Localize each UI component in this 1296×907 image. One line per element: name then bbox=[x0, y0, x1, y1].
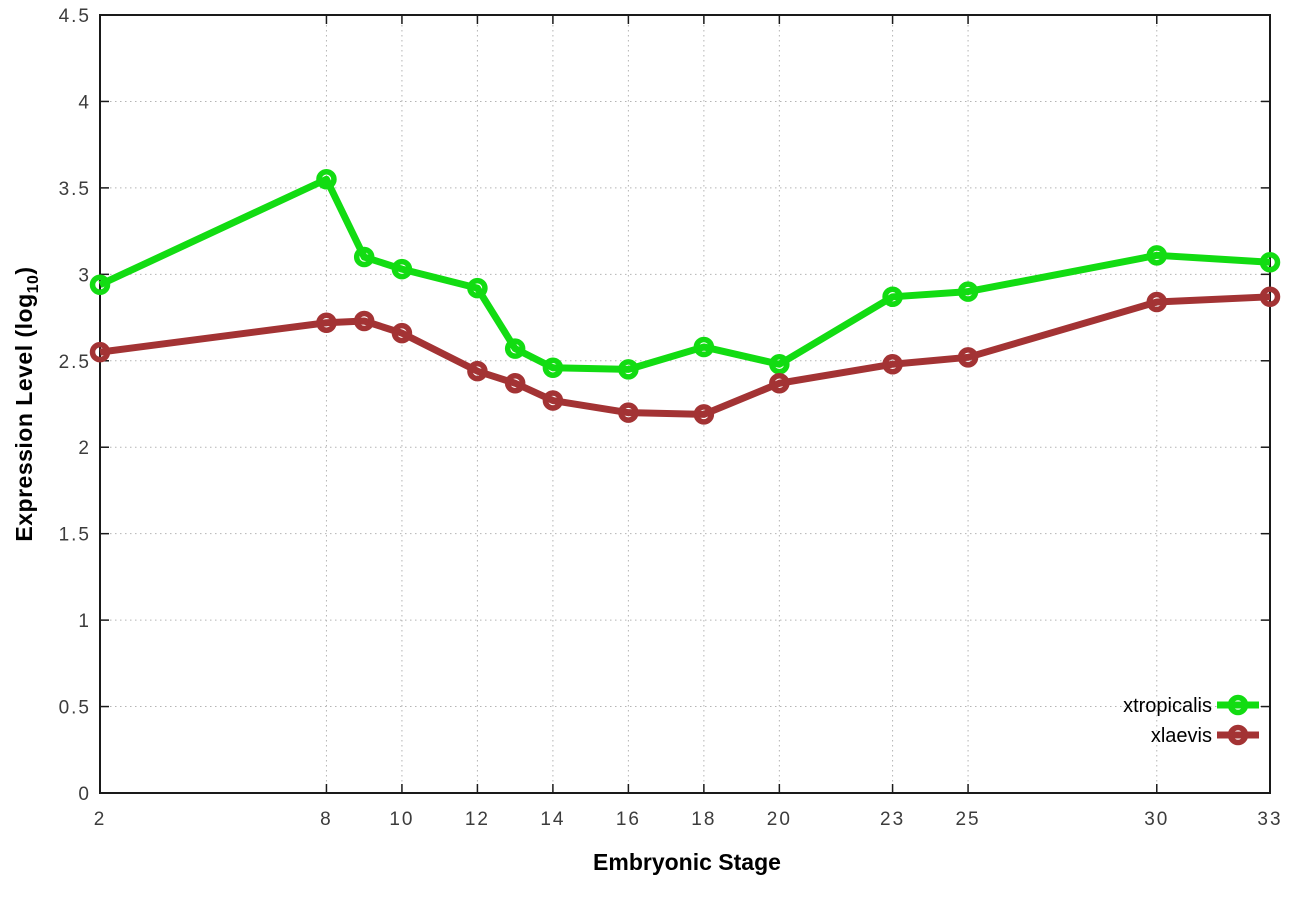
data-point-xtropicalis bbox=[391, 258, 413, 280]
y-tick-label: 2 bbox=[78, 438, 91, 459]
data-point-xlaevis bbox=[89, 341, 111, 363]
x-tick-label: 33 bbox=[1257, 809, 1282, 830]
data-point-xlaevis bbox=[693, 404, 715, 425]
y-tick-label: 0 bbox=[78, 784, 91, 805]
data-point-xlaevis bbox=[1259, 286, 1281, 308]
data-point-xtropicalis bbox=[693, 336, 715, 358]
x-tick-label: 8 bbox=[320, 809, 333, 830]
legend-label-xtropicalis: xtropicalis bbox=[1123, 695, 1212, 717]
y-tick-label: 4.5 bbox=[59, 6, 91, 27]
y-tick-label: 1 bbox=[78, 611, 91, 632]
y-tick-label: 4 bbox=[78, 92, 91, 113]
y-tick-label: 3.5 bbox=[59, 179, 91, 200]
data-point-xtropicalis bbox=[89, 274, 111, 295]
x-tick-label: 16 bbox=[616, 809, 641, 830]
data-point-xlaevis bbox=[618, 402, 639, 423]
x-tick-label: 20 bbox=[767, 809, 792, 830]
data-point-xlaevis bbox=[882, 353, 903, 375]
data-point-xlaevis bbox=[769, 373, 790, 394]
y-axis-label-suffix: ) bbox=[11, 266, 38, 275]
data-point-xtropicalis bbox=[353, 246, 375, 268]
x-axis-label: Embryonic Stage bbox=[593, 849, 781, 875]
data-point-xlaevis bbox=[504, 373, 526, 394]
data-point-xlaevis bbox=[353, 310, 375, 332]
data-point-xtropicalis bbox=[542, 357, 564, 378]
x-tick-label: 2 bbox=[94, 809, 107, 830]
y-tick-label: 2.5 bbox=[59, 352, 91, 373]
y-axis-label: Expression Level (log10) bbox=[11, 266, 43, 541]
data-point-xtropicalis bbox=[957, 281, 979, 302]
data-point-xlaevis bbox=[542, 390, 564, 411]
y-tick-label: 3 bbox=[78, 265, 91, 286]
x-tick-label: 12 bbox=[465, 809, 490, 830]
data-point-xlaevis bbox=[1146, 291, 1168, 313]
x-tick-label: 25 bbox=[955, 809, 980, 830]
x-tick-label: 14 bbox=[540, 809, 565, 830]
data-point-xlaevis bbox=[391, 322, 413, 344]
x-tick-label: 18 bbox=[691, 809, 716, 830]
plot-border bbox=[99, 14, 1271, 794]
x-tick-label: 10 bbox=[389, 809, 414, 830]
legend-label-xlaevis: xlaevis bbox=[1151, 725, 1212, 747]
y-axis-label-prefix: Expression Level (log bbox=[11, 293, 38, 542]
data-point-xlaevis bbox=[316, 312, 337, 333]
x-tick-label: 23 bbox=[880, 809, 905, 830]
data-point-xtropicalis bbox=[882, 286, 903, 308]
x-tick-label: 30 bbox=[1144, 809, 1169, 830]
data-point-xlaevis bbox=[957, 347, 979, 368]
data-point-xtropicalis bbox=[1259, 251, 1281, 273]
data-point-xtropicalis bbox=[769, 353, 790, 375]
legend-marker-icon-xlaevis bbox=[1227, 724, 1249, 746]
data-point-xtropicalis bbox=[467, 277, 488, 299]
y-tick-label: 1.5 bbox=[59, 525, 91, 546]
y-axis-label-subscript: 10 bbox=[24, 274, 42, 294]
data-point-xlaevis bbox=[467, 360, 488, 382]
data-point-xtropicalis bbox=[504, 338, 526, 359]
legend-marker-icon-xtropicalis bbox=[1227, 694, 1249, 716]
data-point-xtropicalis bbox=[1146, 245, 1168, 266]
data-point-xtropicalis bbox=[316, 168, 337, 190]
data-point-xtropicalis bbox=[618, 359, 639, 380]
y-tick-label: 0.5 bbox=[59, 698, 91, 719]
